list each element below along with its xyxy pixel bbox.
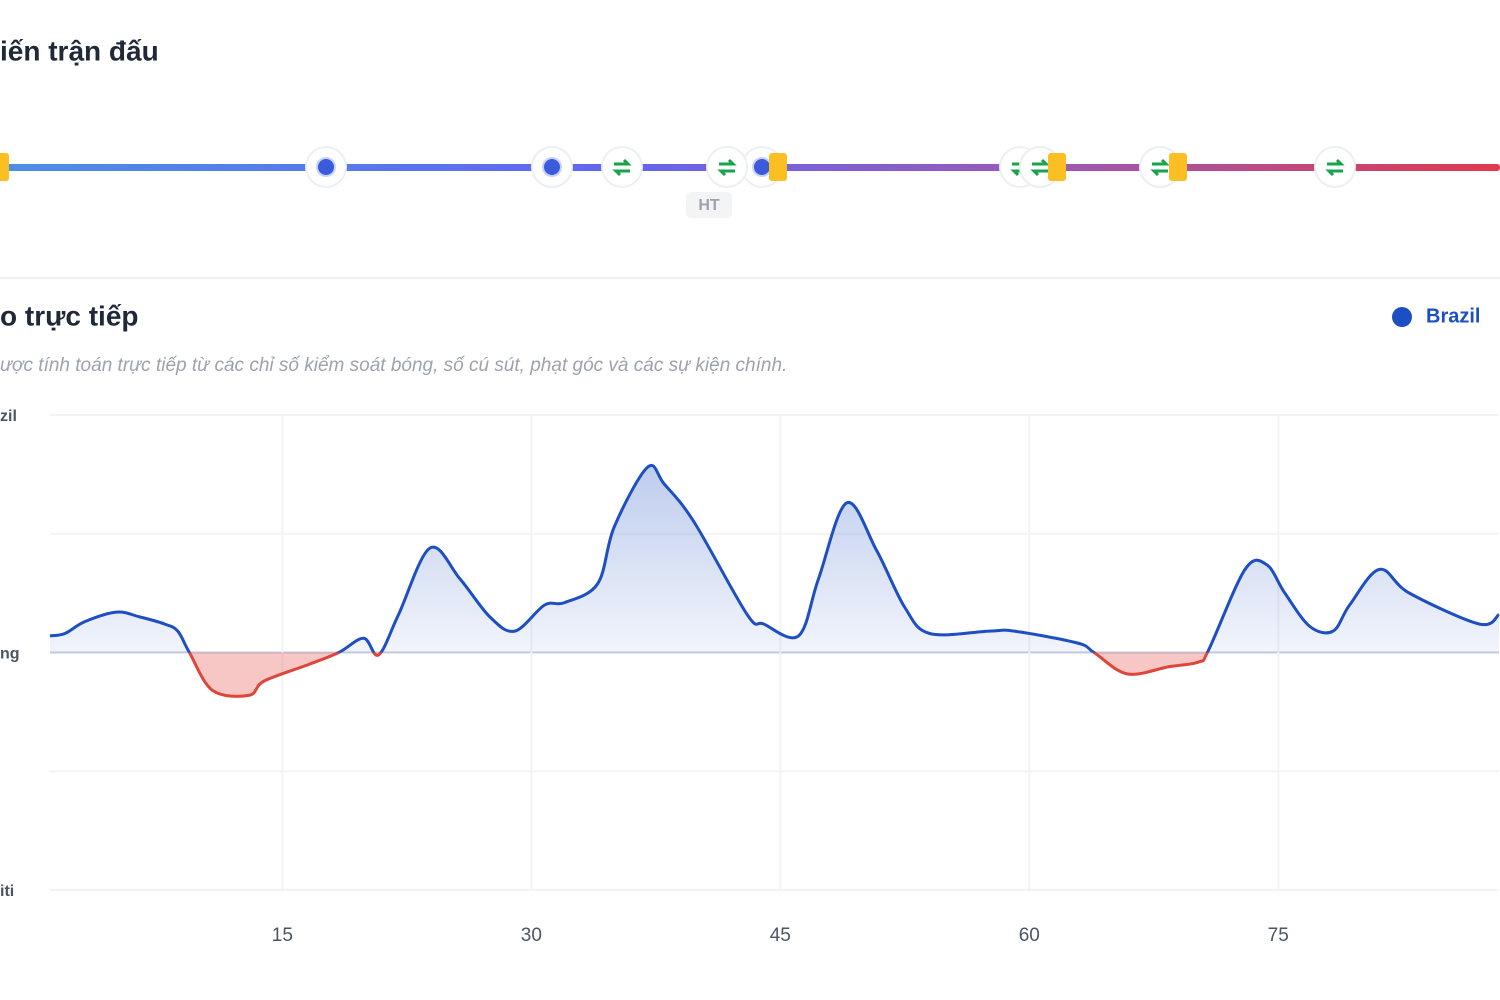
ht-label: HT <box>698 197 720 214</box>
event-bubble <box>601 146 643 188</box>
goal-icon <box>542 157 562 177</box>
x-tick-label: 15 <box>272 925 293 946</box>
chart-subtitle: ược tính toán trực tiếp từ các chỉ số ki… <box>0 355 787 376</box>
x-tick-label: 60 <box>1019 925 1040 946</box>
sub-icon <box>717 158 737 177</box>
ht-badge <box>686 192 732 218</box>
x-tick-label: 30 <box>521 925 542 946</box>
timeline-events <box>0 146 1356 188</box>
card-icon <box>1169 153 1187 181</box>
card-icon <box>769 153 787 181</box>
legend-marker <box>1392 307 1412 327</box>
card-icon <box>1048 153 1066 181</box>
chart-title: o trực tiếp <box>0 300 139 331</box>
goal-icon <box>316 157 336 177</box>
x-tick-label: 75 <box>1268 925 1289 946</box>
sub-icon <box>1030 158 1050 177</box>
event-bubble <box>1314 146 1356 188</box>
legend-label: Brazil <box>1426 305 1480 327</box>
y-tick-label: ng <box>0 646 20 663</box>
goal-icon <box>752 157 772 177</box>
event-bubble <box>706 146 748 188</box>
card-icon <box>0 153 9 181</box>
y-tick-label: iti <box>0 883 14 900</box>
sub-icon <box>1325 158 1345 177</box>
timeline-title: iến trận đấu <box>0 35 159 66</box>
sub-icon <box>612 158 632 177</box>
x-tick-label: 45 <box>770 925 791 946</box>
y-tick-label: zil <box>0 408 17 425</box>
sub-icon <box>1150 158 1170 177</box>
plot: iti ng zil 15 30 45 60 75 <box>0 408 1500 946</box>
area <box>50 465 1499 697</box>
line <box>49 464 1500 698</box>
